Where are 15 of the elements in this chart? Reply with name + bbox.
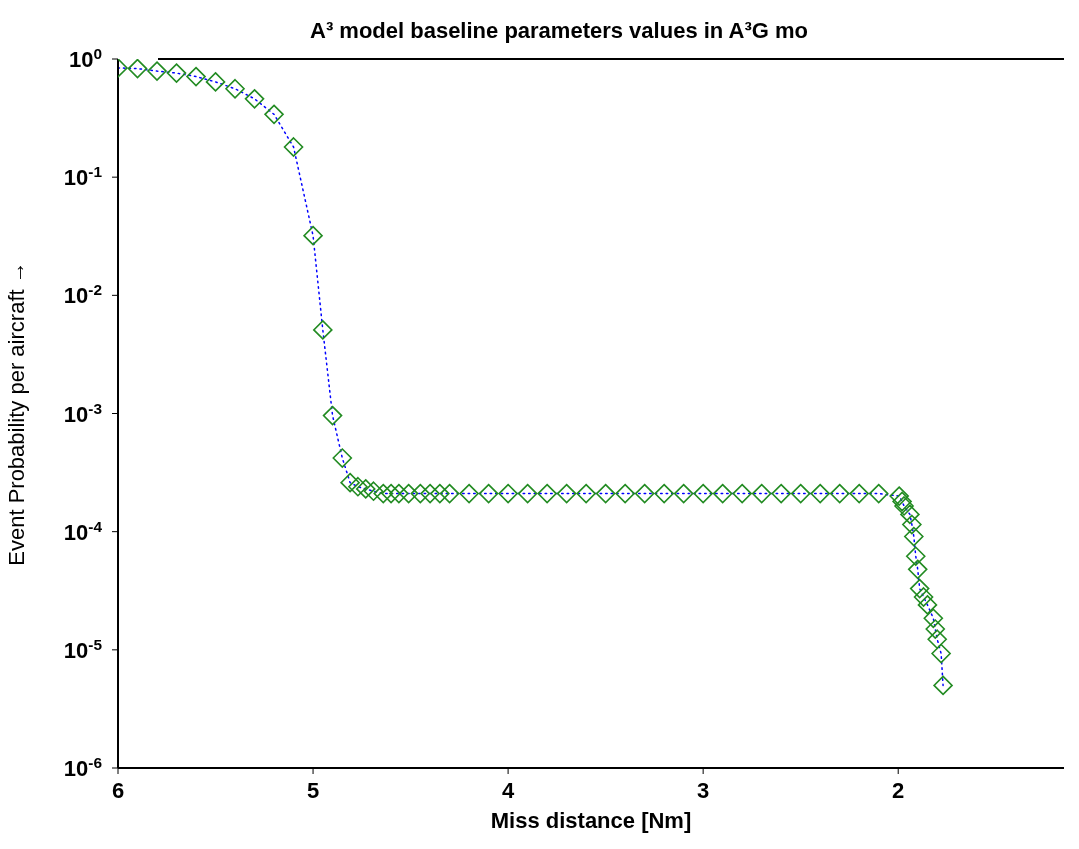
y-axis-title: Event Probability per aircraft → bbox=[3, 261, 29, 566]
y-tick-label: 10$^{0}$ bbox=[68, 44, 102, 72]
y-tick-label: 10$^{-5}$ bbox=[63, 635, 103, 663]
y-tick-label: 10$^{-4}$ bbox=[63, 517, 103, 545]
y-tick-label: 10$^{-6}$ bbox=[63, 753, 102, 781]
x-axis-title: Miss distance [Nm] bbox=[490, 808, 692, 833]
x-tick-label: 5 bbox=[306, 778, 320, 803]
y-tick-label: 10$^{-2}$ bbox=[63, 280, 102, 309]
chart-title: A³ model baseline parameters values in A³G mo bbox=[310, 18, 809, 44]
y-tick-label: 10$^{-3}$ bbox=[63, 399, 102, 427]
x-tick-label: 3 bbox=[697, 778, 710, 803]
y-tick-label: 10$^{-1}$ bbox=[63, 162, 103, 191]
x-tick-label: 2 bbox=[892, 778, 905, 803]
x-tick-label: 6 bbox=[111, 778, 125, 803]
x-tick-label: 4 bbox=[501, 778, 515, 803]
